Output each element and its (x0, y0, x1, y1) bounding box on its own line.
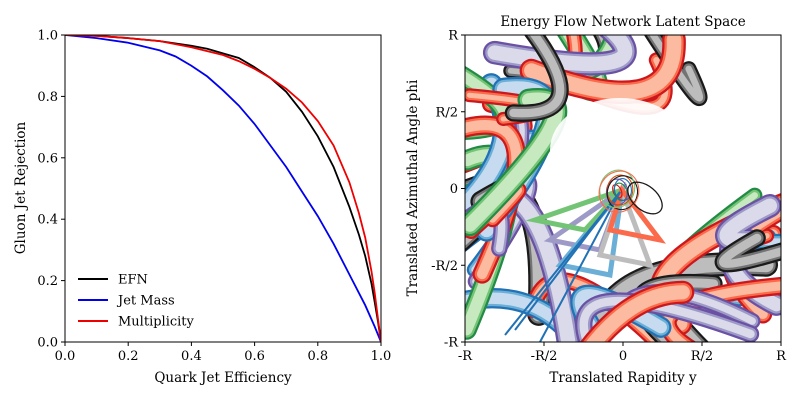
roc-y-tick-label: 0.4 (37, 213, 58, 228)
filter-streak (539, 191, 621, 342)
roc-x-tick-label: 0.8 (307, 349, 328, 364)
roc-series-jet-mass (65, 35, 381, 342)
latent-space-panel: -R -R/2 0 R/2 R -R -R/2 0 R/2 R Energy Flow Netw… (405, 14, 787, 386)
latent-x-tick-label: 0 (619, 349, 627, 364)
filter-contour-band (585, 285, 690, 342)
roc-x-ticks: 0.0 0.2 0.4 0.6 0.8 1.0 (55, 342, 392, 364)
filter-loop (606, 175, 639, 211)
roc-y-tick-label: 0.2 (37, 274, 58, 289)
legend-label-jet-mass: Jet Mass (116, 294, 175, 309)
latent-x-ticks: -R -R/2 0 R/2 R (458, 342, 787, 364)
roc-y-tick-label: 0.8 (37, 90, 58, 105)
roc-x-axis-label: Quark Jet Efficiency (154, 370, 292, 386)
latent-x-axis-label: Translated Rapidity y (549, 370, 697, 386)
latent-title: Energy Flow Network Latent Space (500, 14, 745, 30)
latent-x-tick-label: R/2 (691, 349, 713, 364)
roc-legend: EFN Jet Mass Multiplicity (78, 273, 195, 330)
filter-streak (514, 191, 621, 331)
latent-y-tick-label: -R/2 (431, 259, 458, 274)
filter-contour-band (465, 92, 563, 232)
filter-loop (627, 181, 663, 215)
filter-loop (606, 174, 634, 206)
filter-contour-band (649, 35, 704, 102)
filter-contour-band (487, 35, 633, 72)
latent-x-tick-label: -R/2 (531, 349, 558, 364)
roc-axes-frame (64, 34, 382, 343)
roc-x-tick-label: 0.6 (244, 349, 265, 364)
latent-y-tick-label: R/2 (436, 105, 458, 120)
latent-y-axis-label: Translated Azimuthal Angle phi (405, 79, 421, 296)
roc-series-multiplicity (65, 35, 381, 342)
filter-loop (598, 170, 640, 213)
filter-contour-band (509, 35, 565, 118)
roc-x-tick-label: 0.0 (55, 349, 76, 364)
roc-x-tick-label: 1.0 (371, 349, 392, 364)
roc-y-ticks: 0.0 0.2 0.4 0.6 0.8 1.0 (37, 29, 65, 351)
roc-x-tick-label: 0.2 (118, 349, 139, 364)
latent-y-tick-label: 0 (450, 182, 458, 197)
latent-x-tick-label: R (776, 349, 787, 364)
filter-contour-band (719, 233, 781, 268)
legend-label-multiplicity: Multiplicity (118, 315, 195, 330)
roc-series-efn (65, 35, 381, 342)
filter-wedge (525, 187, 624, 233)
roc-panel: 0.0 0.2 0.4 0.6 0.8 1.0 0.0 0.2 0.4 0.6 0.8 1.0 Qu… (13, 29, 391, 387)
filter-wedge (606, 184, 666, 244)
roc-y-axis-label: Gluon Jet Rejection (13, 121, 29, 254)
legend-label-efn: EFN (118, 273, 148, 288)
latent-central-clearing (550, 98, 690, 202)
filter-loop (612, 184, 623, 199)
latent-y-tick-label: R (448, 29, 459, 44)
latent-y-tick-label: -R (444, 336, 459, 351)
roc-y-tick-label: 1.0 (37, 29, 58, 44)
roc-y-tick-label: 0.6 (37, 151, 58, 166)
latent-filter-contours (465, 35, 781, 342)
roc-x-tick-label: 0.4 (181, 349, 202, 364)
latent-y-ticks: -R -R/2 0 R/2 R (431, 29, 465, 351)
latent-x-tick-label: -R (458, 349, 473, 364)
roc-y-tick-label: 0.0 (37, 336, 58, 351)
roc-curves (65, 35, 381, 342)
